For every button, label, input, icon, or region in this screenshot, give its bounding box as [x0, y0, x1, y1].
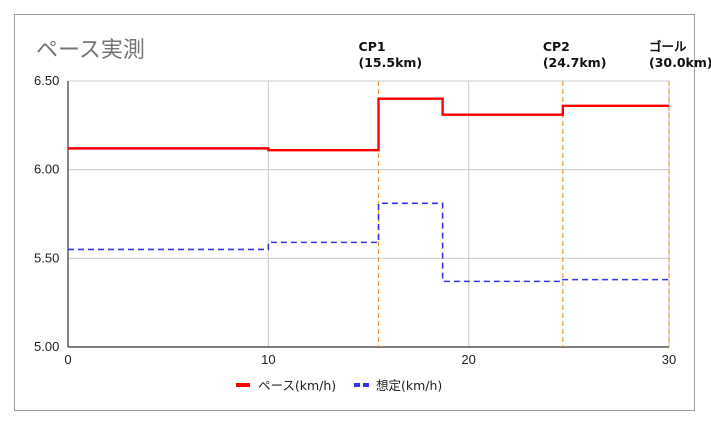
checkpoint-annotations: CP1(15.5km) CP2(24.7km) ゴール(30.0km) [359, 39, 711, 347]
grid-lines [68, 80, 670, 347]
y-tick-label: 6.50 [34, 73, 59, 88]
planned-series-line [68, 202, 669, 283]
pace-series-line [68, 97, 669, 152]
x-tick-label: 10 [261, 352, 275, 367]
checkpoint-label: ゴール [649, 39, 687, 54]
x-tick-label: 0 [64, 352, 71, 367]
legend-label: 想定(km/h) [376, 378, 442, 393]
checkpoint-distance-label: (24.7km) [543, 55, 607, 70]
checkpoint-label: CP1 [359, 39, 386, 54]
series-lines [68, 97, 669, 283]
chart-title: ペース実測 [36, 38, 145, 63]
y-tick-label: 5.50 [34, 250, 59, 265]
y-tick-label: 6.00 [34, 162, 59, 177]
legend: ペース(km/h) 想定(km/h) [236, 378, 442, 393]
axes [67, 81, 669, 348]
checkpoint-label: CP2 [543, 39, 570, 54]
legend-item: 想定(km/h) [354, 378, 442, 393]
tick-labels: 5.00 5.50 6.00 6.50 0 10 20 30 [34, 73, 676, 367]
checkpoint-distance-label: (15.5km) [359, 55, 423, 70]
legend-item: ペース(km/h) [236, 378, 336, 393]
checkpoint-distance-label: (30.0km) [649, 55, 711, 70]
x-tick-label: 20 [461, 352, 475, 367]
y-tick-label: 5.00 [34, 339, 59, 354]
x-tick-label: 30 [662, 352, 676, 367]
chart-frame [14, 14, 695, 411]
legend-label: ペース(km/h) [258, 378, 336, 393]
